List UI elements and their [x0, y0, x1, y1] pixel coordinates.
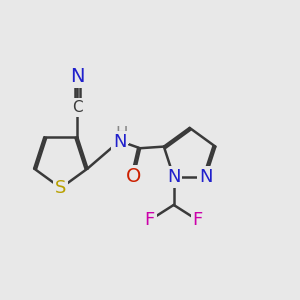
Text: H: H [115, 125, 128, 143]
Text: N: N [70, 67, 85, 86]
Text: C: C [72, 100, 83, 115]
Text: O: O [126, 167, 141, 186]
Text: N: N [167, 168, 181, 186]
Text: F: F [145, 211, 155, 229]
Text: N: N [113, 133, 126, 151]
Text: S: S [55, 179, 67, 197]
Text: F: F [193, 211, 203, 229]
Text: N: N [199, 168, 212, 186]
